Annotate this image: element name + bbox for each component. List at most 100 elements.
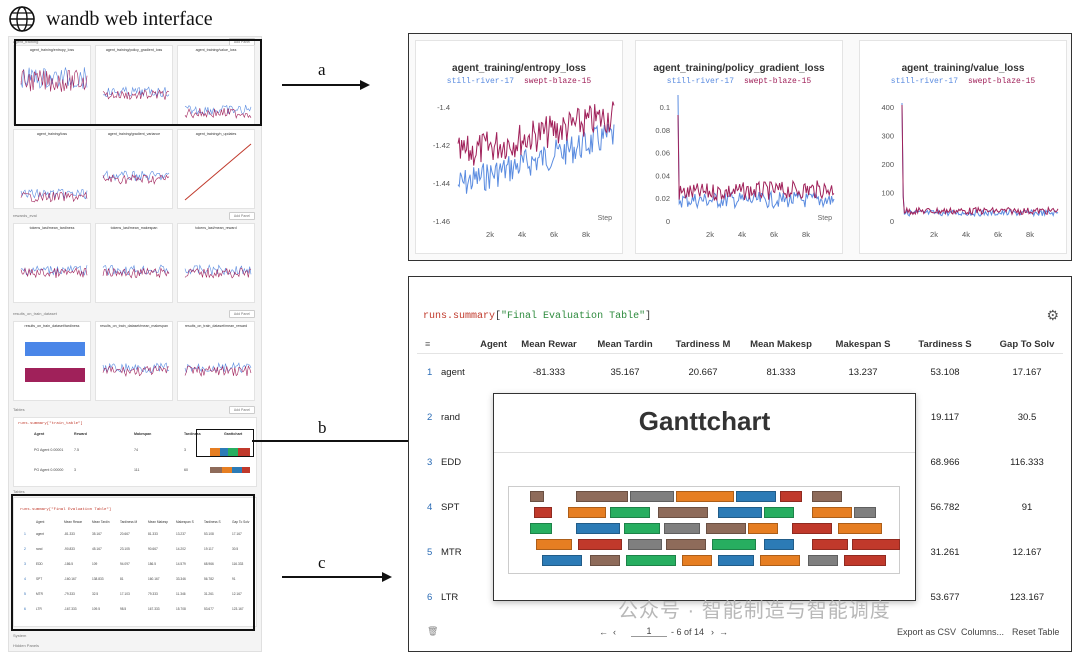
column-header[interactable]: Mean Makesp — [750, 339, 812, 350]
section-header[interactable]: Tables — [13, 489, 25, 494]
mini-chart-plot — [20, 188, 88, 203]
mini-table-header[interactable]: Makespan — [134, 432, 152, 436]
section-header[interactable]: agent_training — [13, 39, 39, 44]
table-cell: 81.333 — [766, 367, 796, 378]
add-panel-button[interactable]: Add Panel — [228, 212, 255, 220]
sort-icon[interactable]: ≡ — [425, 339, 431, 349]
mini-chart[interactable]: results_on_train_dataset/mean_reward — [177, 321, 255, 401]
mini-chart-plot — [20, 67, 88, 92]
mini-eval-cell: -90.833 — [64, 547, 75, 551]
series-line-still-river — [901, 102, 1059, 218]
column-header[interactable]: Agent — [480, 339, 507, 350]
chart-legend: still-river-17 swept-blaze-15 — [636, 77, 842, 86]
y-tick-label: 400 — [881, 103, 894, 112]
mini-table-header[interactable]: Agent — [34, 432, 45, 436]
x-tick-label: 2k — [486, 230, 494, 239]
gantt-bar — [838, 523, 882, 534]
x-axis-label: Step — [598, 215, 613, 222]
table-cell: 19.117 — [930, 412, 960, 423]
line-chart-card: agent_training/entropy_loss still-river-1… — [415, 40, 623, 254]
section-header[interactable]: results_on_train_dataset — [13, 311, 57, 316]
row-agent: SPT — [441, 502, 460, 513]
column-header[interactable]: Tardiness M — [675, 339, 731, 350]
mini-eval-cell: 109 — [92, 562, 98, 566]
page-input[interactable]: 1 — [631, 626, 667, 637]
gantt-title: Ganttchart — [638, 406, 771, 436]
mini-chart[interactable]: tokens_last/mean_makespan — [95, 223, 173, 303]
mini-chart-title: agent_training/gradient_variance — [107, 132, 161, 136]
mini-chart-title: agent_training/policy_gradient_loss — [105, 48, 163, 52]
x-tick-label: 4k — [738, 230, 746, 239]
highlight-frame-c — [11, 494, 255, 631]
mini-table-header[interactable]: Tardiness — [184, 432, 201, 436]
mini-table-cell: PG Agent 0.00001 — [34, 448, 64, 452]
gantt-bar — [852, 539, 900, 550]
mini-eval-cell: 14.202 — [176, 547, 186, 551]
series-line-still-river — [457, 124, 615, 194]
columns-button[interactable]: Columns... — [961, 627, 1005, 637]
export-csv-button[interactable]: Export as CSV — [897, 627, 957, 637]
mini-eval-cell: 109.5 — [92, 607, 100, 611]
mini-eval-header[interactable]: Gap To Solv — [232, 520, 250, 524]
add-panel-button[interactable]: Add Panel — [228, 310, 255, 318]
mini-eval-header[interactable]: Makespan S — [176, 520, 194, 524]
mini-eval-cell: 11.346 — [176, 592, 186, 596]
mini-chart[interactable]: agent_training/gradient_variance — [95, 129, 173, 209]
gantt-bar — [764, 507, 794, 518]
mini-table-header[interactable]: Ganttchart — [224, 432, 243, 436]
pager-prev-first[interactable]: ← ‹ — [599, 627, 616, 637]
table-cell: 91 — [1021, 502, 1033, 513]
mini-eval-header[interactable]: Mean Tardin — [92, 520, 110, 524]
mini-chart[interactable]: tokens_last/mean_tardiness — [13, 223, 91, 303]
mini-eval-header[interactable]: Tardiness M — [120, 520, 138, 524]
column-header[interactable]: Mean Rewar — [521, 339, 577, 350]
gear-icon[interactable]: ⚙ — [1046, 307, 1059, 323]
column-header[interactable]: Makespan S — [835, 339, 891, 350]
section-header[interactable]: Tables — [13, 407, 25, 412]
gantt-bar — [628, 539, 662, 550]
mini-chart[interactable]: results_on_train_dataset/tardiness — [13, 321, 91, 401]
mini-eval-header[interactable]: Tardiness S — [204, 520, 221, 524]
mini-eval-cell: -167.333 — [64, 607, 77, 611]
line-chart-card: agent_training/value_loss still-river-17 s… — [859, 40, 1067, 254]
y-tick-label: 100 — [881, 189, 894, 198]
mini-chart[interactable]: results_on_train_dataset/mean_makespan — [95, 321, 173, 401]
mini-table-header[interactable]: Reward — [74, 432, 87, 436]
y-tick-label: 0.08 — [655, 126, 670, 135]
mini-chart[interactable]: agent_training/n_updates — [177, 129, 255, 209]
mini-eval-cell: 81.333 — [148, 532, 158, 536]
column-header[interactable]: Tardiness S — [918, 339, 972, 350]
y-tick-label: 0 — [890, 217, 894, 226]
section-header[interactable]: System — [13, 633, 27, 638]
mini-chart[interactable]: agent_training/loss — [13, 129, 91, 209]
mini-eval-header[interactable]: Agent — [36, 520, 45, 524]
mini-chart-title: agent_training/entropy_loss — [29, 48, 75, 52]
label-b: b — [318, 418, 327, 437]
reset-table-button[interactable]: Reset Table — [1012, 627, 1060, 637]
add-panel-button[interactable]: Add Panel — [228, 406, 255, 414]
mini-chart[interactable]: agent_training/value_loss — [177, 45, 255, 125]
watermark: 公众号 · 智能制造与智能调度 — [618, 600, 891, 622]
mini-eval-cell: 19.117 — [204, 547, 214, 551]
section-header[interactable]: rewards_eval — [13, 213, 37, 218]
column-header[interactable]: Gap To Solv — [999, 339, 1055, 350]
mini-chart[interactable]: agent_training/entropy_loss — [13, 45, 91, 125]
mini-eval-cell: 31.261 — [204, 592, 214, 596]
section-header[interactable]: Hidden Panels — [13, 643, 40, 648]
header-divider — [417, 353, 1063, 354]
mini-chart-plot — [102, 264, 170, 279]
mini-chart-title: results_on_train_dataset/tardiness — [24, 324, 80, 328]
mini-eval-cell: -186.5 — [64, 562, 74, 566]
column-header[interactable]: Mean Tardin — [597, 339, 653, 350]
trash-icon[interactable]: 🗑 — [427, 626, 439, 636]
mini-chart-title: agent_training/loss — [36, 132, 68, 136]
pager-next-last[interactable]: › → — [711, 627, 728, 637]
mini-eval-header[interactable]: Mean Makesp — [148, 520, 169, 524]
mini-chart[interactable]: tokens_last/mean_reward — [177, 223, 255, 303]
mini-eval-header[interactable]: Mean Rewar — [64, 520, 83, 524]
gantt-plot-area — [508, 486, 900, 574]
x-tick-label: 4k — [962, 230, 970, 239]
chart-plot: -1.4 -1.42 -1.44 -1.46 2k 4k 6k 8k Step — [433, 101, 615, 239]
mini-eval-rownum: 4 — [24, 577, 26, 581]
mini-eval-cell: MTR — [36, 592, 43, 596]
